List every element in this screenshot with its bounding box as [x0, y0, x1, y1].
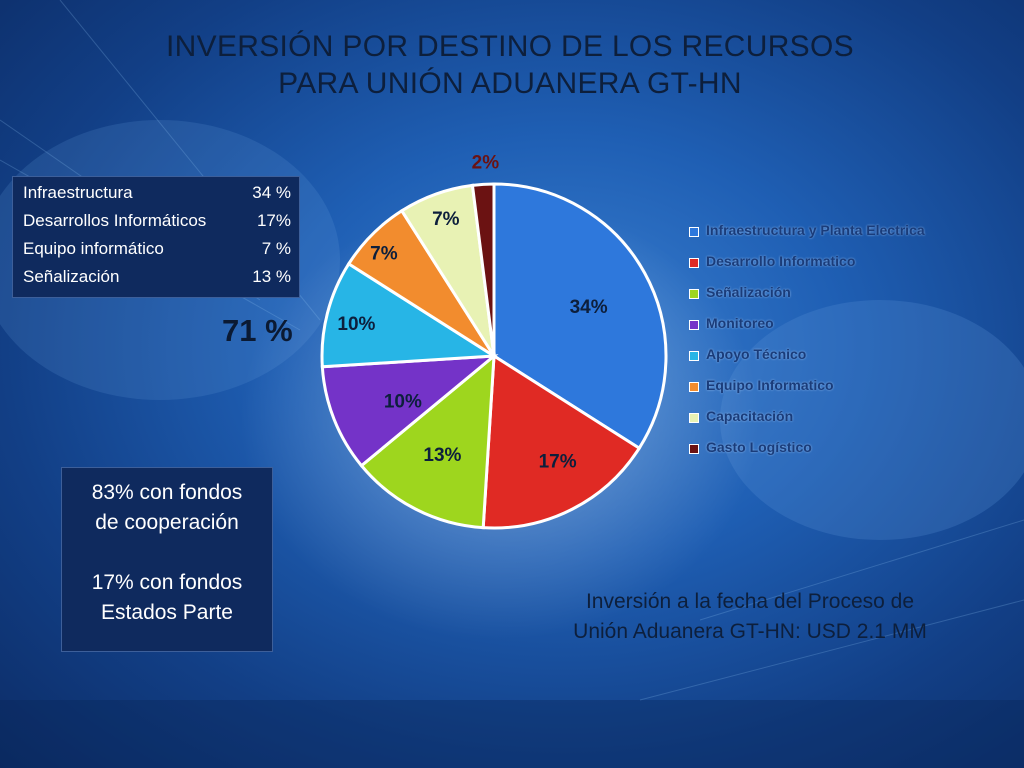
pie-data-label: 17% — [539, 452, 577, 473]
summary-row-value: 13 % — [252, 267, 291, 286]
pie-legend-swatch — [689, 320, 699, 330]
pie-legend-swatch — [689, 413, 699, 423]
summary-row-label: Infraestructura — [23, 183, 133, 202]
pie-legend-swatch — [689, 289, 699, 299]
summary-row-label: Señalización — [23, 267, 120, 286]
summary-row-value: 17% — [256, 211, 291, 230]
pie-slice — [320, 354, 499, 468]
pie-data-label: 10% — [384, 391, 422, 412]
pie-legend-label: Monitoreo — [706, 315, 774, 331]
pie-legend-label: Desarrollo Informatico — [706, 253, 856, 269]
pie-legend-label: Equipo Informatico — [706, 377, 834, 393]
pie-legend-label: Infraestructura y Planta Electrica — [706, 222, 925, 238]
summary-row-value: 7 % — [261, 239, 291, 258]
total-percentage: 71 % — [222, 313, 293, 348]
investment-note-line1: Inversión a la fecha del Proceso de — [585, 590, 915, 613]
pie-slice — [320, 261, 499, 369]
funding-line: 17% con fondos — [91, 571, 243, 594]
funding-line: de cooperación — [95, 511, 239, 534]
slide-title: INVERSIÓN POR DESTINO DE LOS RECURSOS PA… — [140, 28, 880, 102]
pie-data-label: 2% — [472, 152, 500, 173]
pie-legend-swatch — [689, 444, 699, 454]
pie-data-label: 7% — [370, 244, 398, 265]
funding-box: 83% con fondos de cooperación 17% con fo… — [61, 467, 273, 652]
slide-title-line2: PARA UNIÓN ADUANERA GT-HN — [278, 67, 742, 100]
pie-legend-label: Apoyo Técnico — [706, 346, 807, 362]
pie-legend-swatch — [689, 382, 699, 392]
summary-box: Infraestructura 34 % Desarrollos Informá… — [12, 176, 300, 298]
summary-row-label: Equipo informático — [23, 239, 164, 258]
pie-legend-label: Gasto Logístico — [706, 439, 812, 455]
pie-legend-label: Señalización — [706, 284, 791, 300]
funding-line: Estados Parte — [101, 601, 233, 624]
pie-data-label: 7% — [432, 209, 460, 230]
summary-row-label: Desarrollos Informáticos — [23, 211, 207, 230]
summary-row-value: 34 % — [252, 183, 291, 202]
pie-data-label: 10% — [337, 314, 375, 335]
funding-line: 83% con fondos — [91, 481, 243, 504]
pie-legend-swatch — [689, 258, 699, 268]
pie-legend-label: Capacitación — [706, 408, 794, 424]
slide-title-line1: INVERSIÓN POR DESTINO DE LOS RECURSOS — [166, 30, 854, 63]
pie-data-label: 13% — [423, 445, 461, 466]
pie-slice — [470, 182, 496, 357]
investment-note-line2: Unión Aduanera GT-HN: USD 2.1 MM — [573, 620, 927, 643]
pie-data-label: 34% — [570, 297, 608, 318]
pie-legend-swatch — [689, 351, 699, 361]
pie-slice — [359, 352, 496, 530]
pie-legend-swatch — [689, 227, 699, 237]
pie-slice — [481, 353, 642, 530]
investment-note: Inversión a la fecha del Proceso de Unió… — [510, 587, 990, 647]
